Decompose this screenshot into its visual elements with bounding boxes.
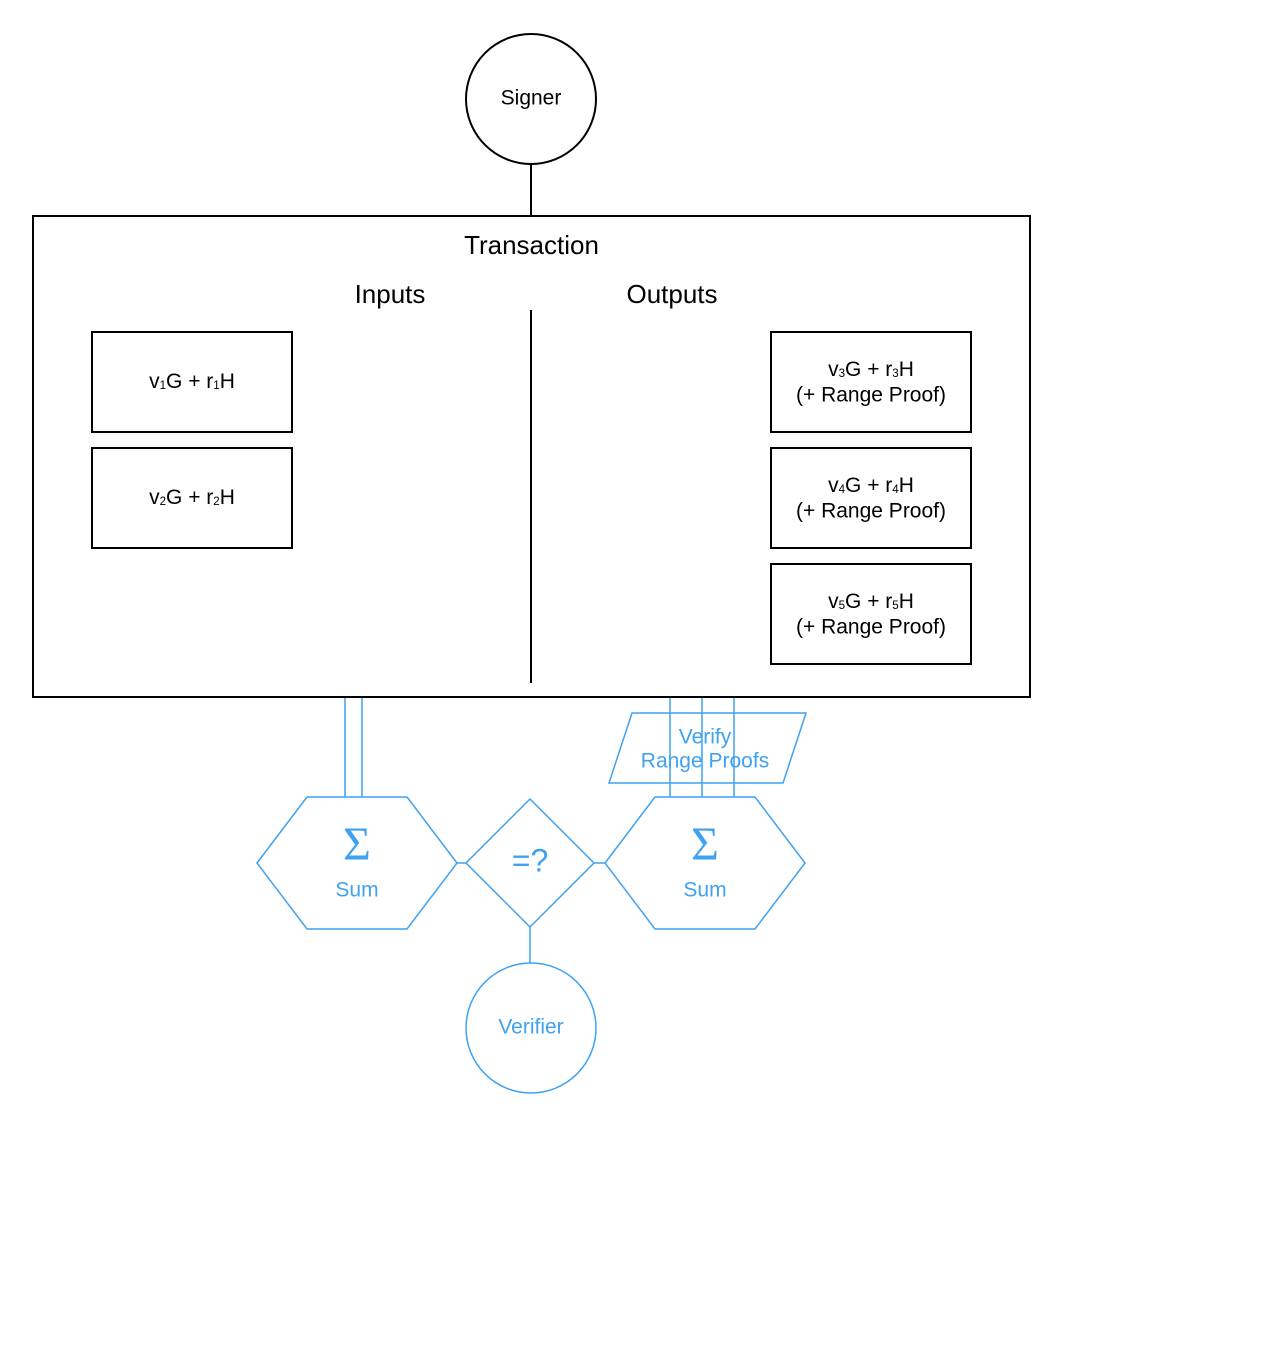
verifier-label: Verifier (498, 1016, 563, 1039)
equals-label: =? (512, 842, 548, 878)
sigma-icon: Σ (691, 818, 719, 871)
sigma-icon: Σ (343, 818, 371, 871)
range-proof-label: (+ Range Proof) (796, 500, 946, 523)
transaction-title: Transaction (464, 230, 599, 260)
signer-label: Signer (501, 87, 562, 110)
output-box (771, 564, 971, 664)
sum-label: Sum (335, 879, 378, 902)
range-proof-label: (+ Range Proof) (796, 384, 946, 407)
sum-label: Sum (683, 879, 726, 902)
outputs-heading: Outputs (626, 279, 717, 309)
output-box (771, 448, 971, 548)
output-box (771, 332, 971, 432)
inputs-heading: Inputs (355, 279, 426, 309)
range-proof-label: (+ Range Proof) (796, 616, 946, 639)
verify-label-2: Range Proofs (641, 750, 769, 773)
verify-label-1: Verify (679, 726, 732, 749)
